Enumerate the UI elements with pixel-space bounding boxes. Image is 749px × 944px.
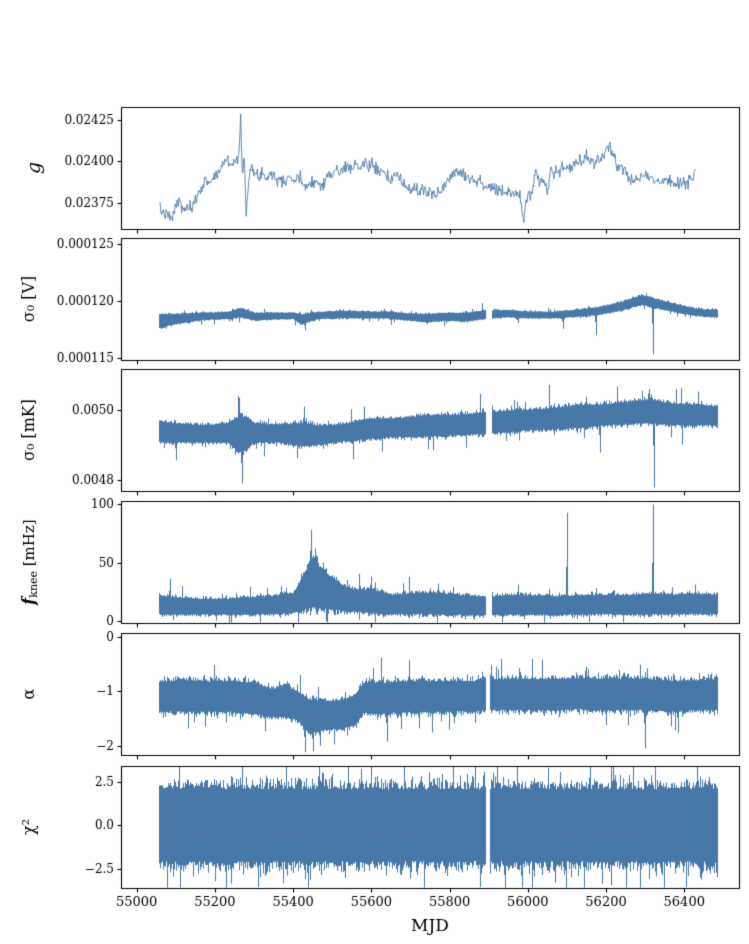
figure-panel: 000459 MJD g σ₀ [V] σ₀ [mK] f_knee [mHz]… [0, 0, 749, 944]
multi-panel-timeseries-chart [0, 0, 749, 944]
